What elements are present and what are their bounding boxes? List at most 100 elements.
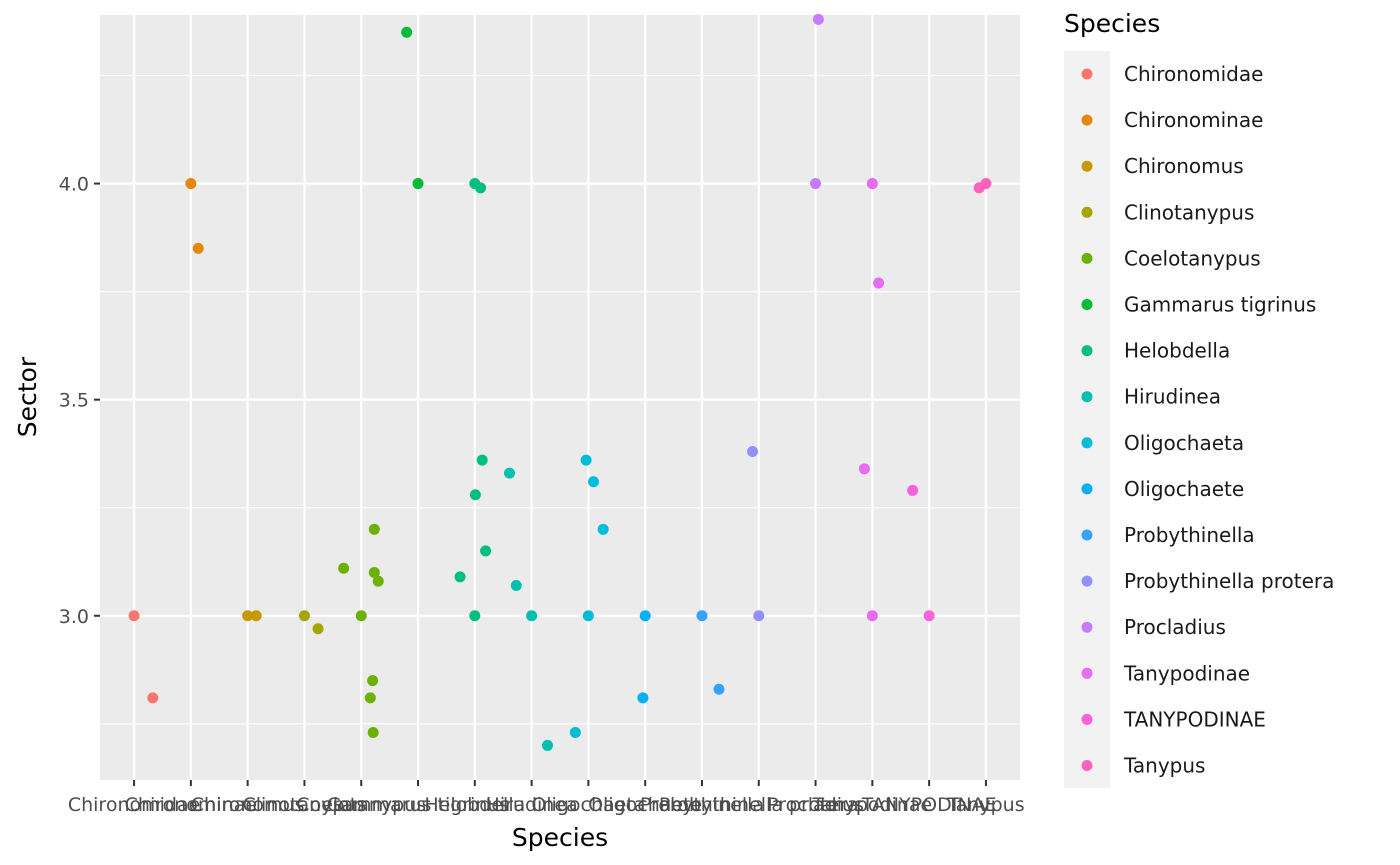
legend-key	[1081, 68, 1093, 80]
plot-panel	[100, 15, 1020, 780]
data-point	[192, 242, 204, 254]
legend-key	[1081, 621, 1093, 633]
x-tick-label: Hirudinea	[486, 794, 578, 816]
data-point	[588, 476, 600, 488]
data-point	[526, 610, 538, 622]
y-tick-label: 3.5	[59, 390, 89, 412]
x-tick-label: Probythinella protera	[659, 794, 859, 816]
legend-key	[1081, 529, 1093, 541]
data-point	[873, 277, 885, 289]
data-point	[480, 545, 492, 557]
legend-label: Tanypus	[1123, 754, 1205, 778]
y-tick-label: 3.0	[59, 606, 89, 628]
x-axis-ticks: ChironomidaeChironominaeChironomusClinot…	[68, 780, 1025, 816]
legend: Species Chironomidae Chironominae Chironom…	[1064, 9, 1334, 788]
legend-label: Chironomidae	[1124, 62, 1263, 86]
data-point	[812, 13, 824, 25]
data-point	[185, 178, 197, 190]
legend-key	[1081, 713, 1093, 725]
y-axis-ticks: 3.0 3.5 4.0	[59, 174, 100, 628]
legend-key	[1081, 114, 1093, 126]
data-point	[580, 454, 592, 466]
legend-key	[1081, 483, 1093, 495]
legend-key	[1081, 299, 1093, 310]
x-tick-label: Procladius	[767, 794, 864, 816]
data-point	[866, 178, 878, 190]
x-tick-label: Tanypus	[946, 794, 1024, 816]
legend-key	[1081, 437, 1093, 449]
data-point	[858, 463, 870, 475]
data-point	[355, 610, 367, 622]
data-point	[242, 610, 254, 622]
data-point	[637, 692, 649, 704]
y-tick-label: 4.0	[59, 174, 89, 196]
data-point	[696, 610, 708, 622]
data-point	[367, 726, 379, 738]
data-point	[713, 683, 725, 695]
legend-key	[1081, 345, 1093, 357]
data-point	[401, 26, 413, 38]
data-point	[474, 182, 486, 194]
data-point	[980, 178, 992, 190]
legend-label: Coelotanypus	[1124, 246, 1261, 270]
legend-key-background	[1064, 51, 1110, 788]
data-point	[747, 446, 759, 458]
data-point	[810, 178, 822, 190]
x-tick-label: Oligochaeta	[531, 794, 645, 816]
x-tick-label: Oligochaete	[588, 794, 702, 816]
data-point	[907, 484, 919, 496]
legend-label: Procladius	[1124, 615, 1226, 639]
legend-key	[1081, 252, 1093, 264]
data-point	[338, 562, 350, 574]
data-points	[128, 13, 992, 751]
grid-minor	[100, 74, 1020, 725]
x-tick-label: Helobdella	[424, 794, 525, 816]
data-point	[368, 523, 380, 535]
data-point	[250, 610, 262, 622]
legend-label: Probythinella	[1124, 523, 1255, 547]
legend-key	[1081, 206, 1093, 218]
data-point	[469, 610, 481, 622]
data-point	[639, 610, 651, 622]
legend-label: Chironomus	[1124, 154, 1244, 178]
data-point	[364, 692, 376, 704]
data-point	[569, 726, 581, 738]
data-point	[368, 567, 380, 579]
data-point	[469, 489, 481, 501]
data-point	[312, 623, 324, 635]
data-point	[367, 675, 379, 687]
legend-key	[1081, 760, 1093, 771]
legend-title: Species	[1064, 9, 1160, 38]
legend-label: Tanypodinae	[1123, 661, 1250, 685]
x-tick-label: Chironomus	[191, 794, 305, 816]
x-tick-label: TANYPODINAE	[861, 794, 997, 816]
data-point	[753, 610, 765, 622]
data-point	[510, 580, 522, 592]
x-tick-label: Tanypodinae	[811, 794, 932, 816]
x-tick-label: Gammarus tigrinus	[327, 794, 510, 816]
x-tick-label: Coelotanypus	[296, 794, 426, 816]
legend-label: Oligochaete	[1124, 477, 1244, 501]
legend-label: Clinotanypus	[1124, 200, 1254, 224]
data-point	[582, 610, 594, 622]
legend-key	[1081, 667, 1093, 679]
legend-label: Helobdella	[1124, 339, 1230, 363]
data-point	[503, 467, 515, 479]
data-point	[923, 610, 935, 622]
legend-label: Gammarus tigrinus	[1124, 293, 1316, 317]
data-point	[298, 610, 310, 622]
x-tick-label: Chironomidae	[68, 794, 200, 816]
y-axis-title: Sector	[13, 356, 42, 437]
data-point	[542, 739, 554, 751]
x-tick-label: Clinotanypus	[243, 794, 367, 816]
grid-major	[100, 15, 1020, 780]
legend-label: Probythinella protera	[1124, 569, 1334, 593]
legend-key	[1081, 391, 1093, 403]
data-point	[147, 692, 159, 704]
data-point	[372, 575, 384, 587]
legend-label: TANYPODINAE	[1123, 707, 1266, 731]
legend-label: Hirudinea	[1124, 385, 1221, 409]
legend-label: Chironominae	[1124, 108, 1263, 132]
x-tick-label: Chironominae	[125, 794, 257, 816]
